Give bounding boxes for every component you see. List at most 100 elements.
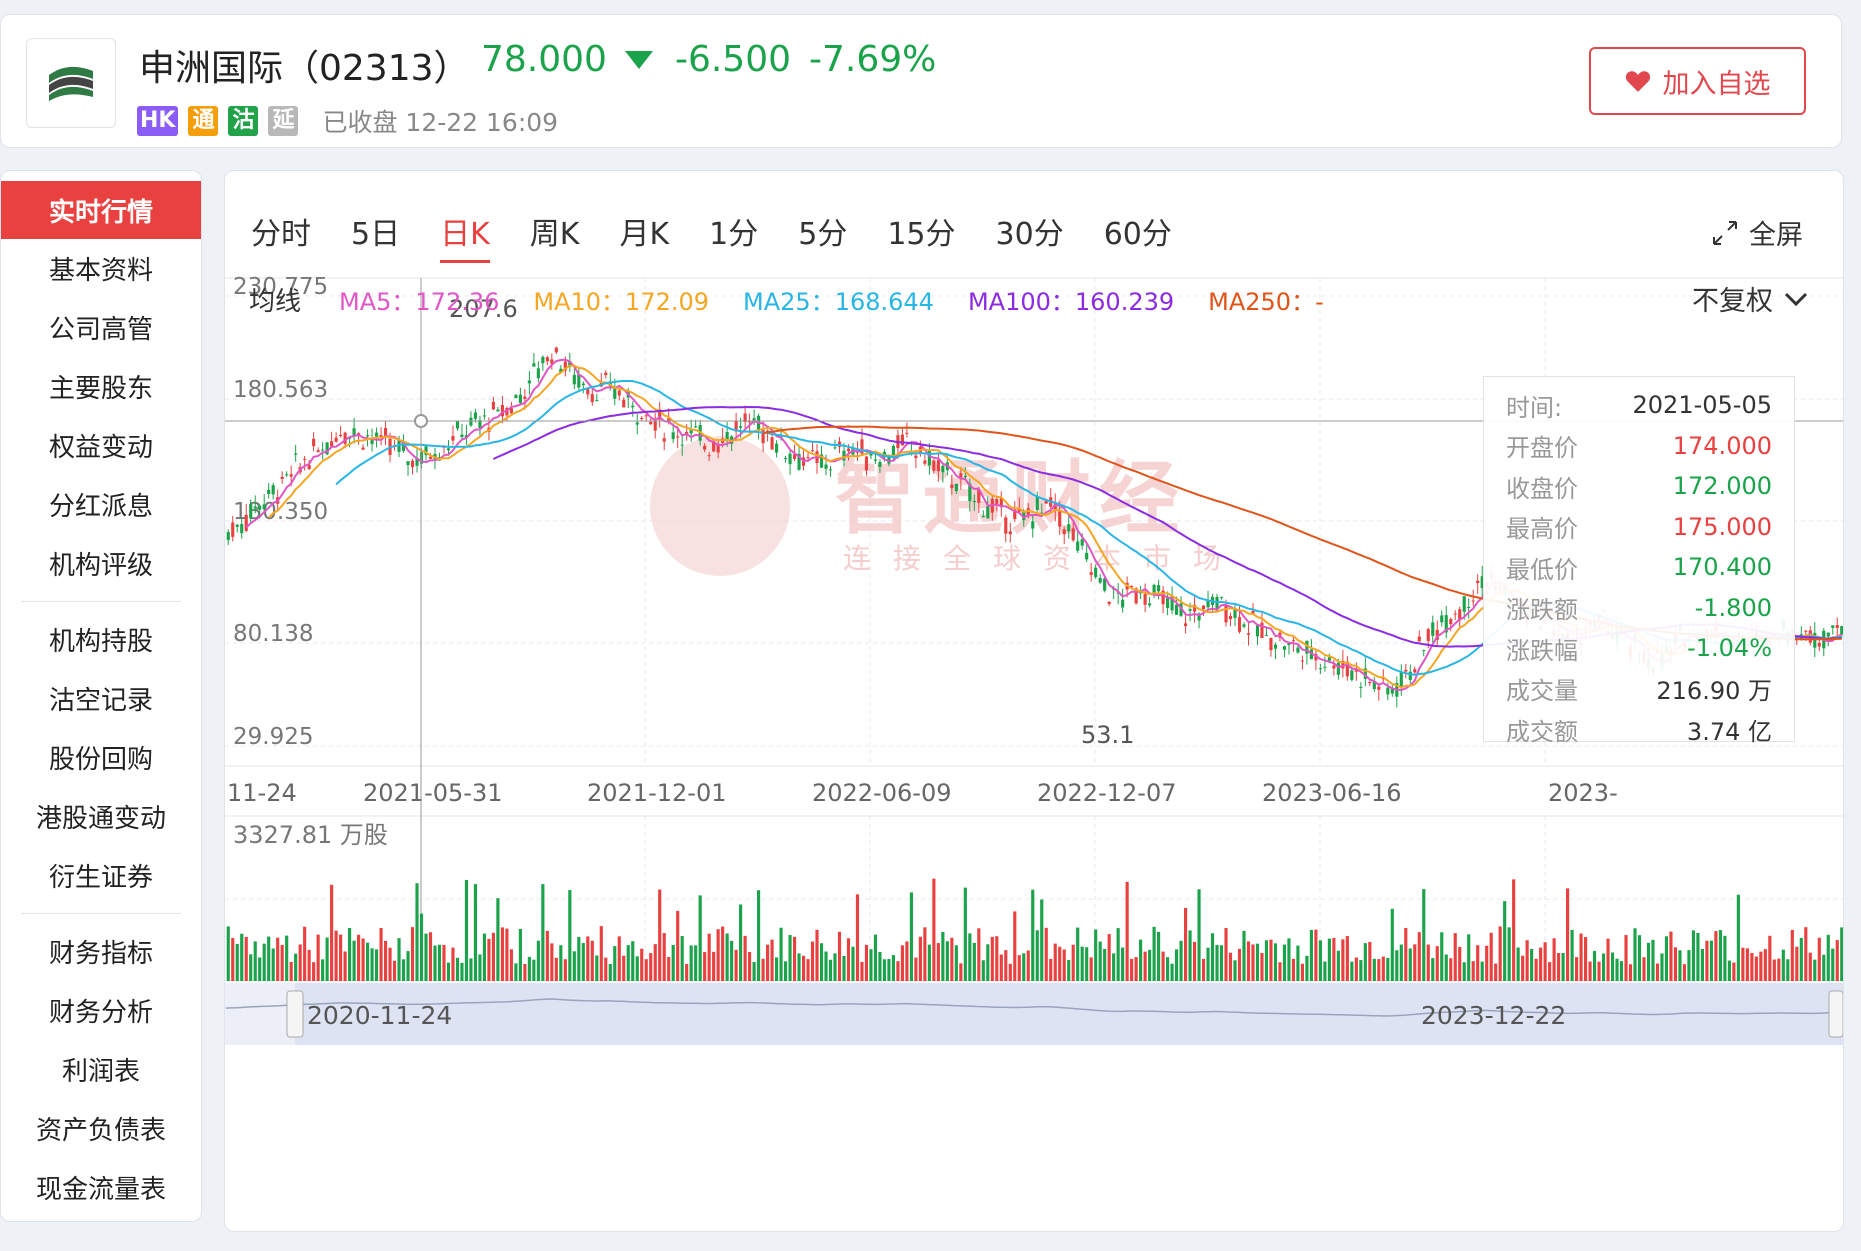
tag-tong: 通: [188, 106, 219, 136]
sidebar-item-shareholders[interactable]: 主要股东: [48, 374, 153, 404]
volume-bar: [1804, 927, 1808, 981]
sidebar-item-institutional[interactable]: 机构持股: [48, 627, 153, 657]
volume-bar: [397, 938, 401, 981]
tooltip-row: 收盘价 172.000: [1506, 466, 1772, 507]
fullscreen-button[interactable]: 全屏: [1711, 213, 1803, 252]
volume-bar: [1022, 953, 1026, 981]
volume-bar: [1291, 958, 1296, 981]
volume-bar: [810, 941, 815, 981]
volume-bar: [581, 943, 585, 981]
candle-body: [1228, 615, 1233, 620]
volume-bar: [1678, 950, 1682, 981]
volume-bar: [604, 957, 608, 981]
volume-bar: [815, 929, 819, 981]
tab-60min[interactable]: 60分: [1103, 217, 1172, 252]
tooltip-row: 涨跌额 -1.800: [1506, 588, 1772, 629]
volume-bar: [846, 938, 851, 981]
volume-bar: [1435, 946, 1439, 981]
sidebar-nav: 实时行情 基本资料 公司高管 主要股东 权益变动 分红派息 机构评级 机构持股 …: [0, 170, 202, 1222]
volume-bar: [837, 931, 842, 981]
sidebar-item-fin-analysis[interactable]: 财务分析: [48, 998, 153, 1028]
tab-1min[interactable]: 1分: [709, 217, 759, 252]
sidebar-item-income[interactable]: 利润表: [61, 1057, 140, 1087]
navigator-start-label: 2020-11-24: [307, 1001, 452, 1030]
sidebar-item-executives[interactable]: 公司高管: [48, 315, 153, 345]
sidebar-item-connect[interactable]: 港股通变动: [35, 804, 166, 834]
candle-body: [635, 422, 639, 425]
add-watchlist-button[interactable]: 加入自选: [1589, 47, 1806, 115]
tab-monthly-k[interactable]: 月K: [619, 217, 670, 252]
x-tick-label: 2021-05-31: [363, 779, 502, 807]
candle-body: [1386, 687, 1390, 695]
sidebar-item-cashflow[interactable]: 现金流量表: [35, 1175, 166, 1205]
volume-bar: [914, 957, 918, 981]
volume-bar: [896, 961, 900, 981]
sidebar-item-equity-change[interactable]: 权益变动: [48, 433, 153, 463]
volume-bar: [1332, 937, 1336, 981]
tab-5day[interactable]: 5日: [351, 217, 401, 252]
volume-bar: [932, 878, 936, 981]
candle-body: [1183, 623, 1188, 627]
tab-15min[interactable]: 15分: [887, 217, 956, 252]
volume-bar: [635, 956, 639, 981]
candle-body: [586, 388, 590, 395]
y-tick-label: 80.138: [233, 621, 313, 647]
volume-bar: [1453, 933, 1457, 981]
candle-body: [1089, 572, 1093, 576]
volume-bar: [1718, 930, 1722, 981]
candle-body: [280, 476, 284, 479]
sidebar-item-basic-info[interactable]: 基本资料: [48, 256, 153, 286]
sidebar-item-short-selling[interactable]: 沽空记录: [48, 686, 153, 716]
volume-bar: [1143, 951, 1147, 981]
candle-body: [932, 460, 936, 471]
ma-label: 均线: [249, 287, 302, 317]
volume-bar: [294, 953, 298, 981]
kline-chart[interactable]: 230.775 180.563 130.350 80.138 29.925 11-24 20…: [225, 171, 1844, 1232]
candle-body: [860, 439, 864, 454]
candle-body: [1467, 606, 1471, 608]
candle-body: [379, 435, 383, 437]
tooltip-key: 开盘价: [1506, 434, 1578, 463]
candle-body: [712, 440, 716, 452]
volume-bar: [801, 955, 806, 981]
volume-bar: [334, 930, 338, 981]
volume-bar: [887, 959, 891, 981]
candle-body: [1080, 539, 1084, 546]
sidebar-item-dividends[interactable]: 分红派息: [48, 492, 153, 522]
tab-30min[interactable]: 30分: [995, 217, 1064, 252]
volume-bar: [1588, 961, 1592, 981]
candle-body: [1143, 593, 1147, 605]
sidebar-item-balance-sheet[interactable]: 资产负债表: [35, 1116, 166, 1146]
volume-bar: [1539, 947, 1543, 981]
candle-body: [518, 394, 522, 403]
volume-bar: [451, 947, 455, 981]
candle-body: [1058, 511, 1062, 527]
volume-bar: [1287, 938, 1291, 981]
sidebar-item-realtime[interactable]: 实时行情: [1, 181, 201, 239]
candle-body: [1121, 599, 1125, 608]
candle-body: [1242, 624, 1246, 627]
volume-bar: [1089, 957, 1093, 981]
adjust-select[interactable]: 不复权: [1692, 279, 1809, 318]
candle-body: [622, 399, 626, 408]
period-tabs: 分时 5日 日K 周K 月K 1分 5分 15分 30分 60分: [251, 209, 1212, 263]
x-tick-label: 2022-12-07: [1037, 779, 1176, 807]
candle-body: [986, 506, 990, 519]
tab-5min[interactable]: 5分: [798, 217, 848, 252]
tooltip-row: 时间: 2021-05-05: [1506, 385, 1772, 426]
volume-bar: [1795, 946, 1799, 981]
tab-weekly-k[interactable]: 周K: [529, 217, 580, 252]
tab-intraday[interactable]: 分时: [251, 217, 311, 252]
sidebar-item-derivatives[interactable]: 衍生证券: [48, 863, 153, 893]
candle-body: [617, 390, 621, 396]
volume-bar: [1476, 945, 1480, 981]
sidebar-item-fin-indicators[interactable]: 财务指标: [48, 939, 153, 969]
volume-bar: [707, 933, 711, 981]
sidebar-item-buyback[interactable]: 股份回购: [48, 745, 153, 775]
candle-body: [1044, 501, 1048, 504]
volume-bar: [1215, 944, 1219, 981]
volume-bar: [1498, 926, 1502, 981]
sidebar-item-ratings[interactable]: 机构评级: [48, 551, 153, 581]
tab-daily-k[interactable]: 日K: [440, 209, 490, 263]
y-tick-label: 230.775: [233, 274, 328, 300]
